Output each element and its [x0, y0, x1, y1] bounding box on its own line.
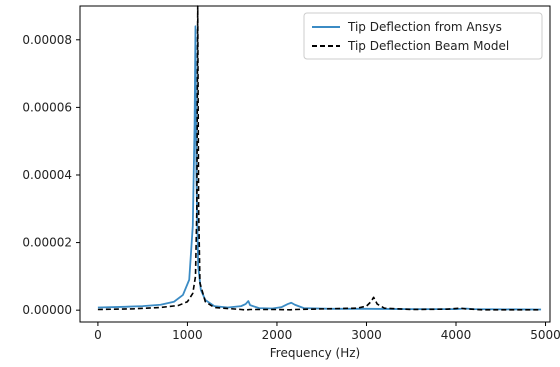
- x-tick-label: 5000: [530, 328, 560, 342]
- legend-box: [303, 12, 543, 60]
- series-line-0: [97, 25, 542, 311]
- plot-frame: [79, 5, 551, 323]
- plot-series: [97, 5, 542, 311]
- x-tick-label: 0: [94, 328, 102, 342]
- x-tick-label: 1000: [172, 328, 203, 342]
- y-axis-ticks: 0.00000 0.00002 0.00004 0.00006 0.00008: [22, 33, 80, 317]
- x-tick-label: 3000: [351, 328, 382, 342]
- x-tick-label: 2000: [262, 328, 293, 342]
- y-tick-label: 0.00002: [22, 236, 72, 250]
- y-tick-label: 0.00000: [22, 303, 72, 317]
- legend-label-beam-model: Tip Deflection Beam Model: [347, 39, 509, 53]
- x-axis-ticks: 0 1000 2000 3000 4000 5000: [94, 322, 560, 342]
- y-tick-label: 0.00004: [22, 168, 72, 182]
- y-tick-label: 0.00008: [22, 33, 72, 47]
- legend-label-ansys: Tip Deflection from Ansys: [347, 20, 502, 34]
- y-tick-label: 0.00006: [22, 100, 72, 114]
- x-tick-label: 4000: [441, 328, 472, 342]
- x-axis-label: Frequency (Hz): [270, 346, 361, 360]
- series-line-1: [97, 5, 542, 311]
- legend: Tip Deflection from Ansys Tip Deflection…: [303, 12, 543, 60]
